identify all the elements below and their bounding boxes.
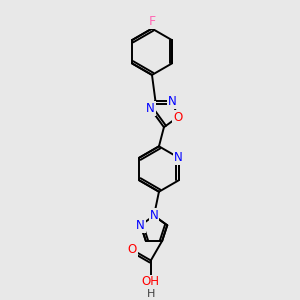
Text: N: N	[150, 209, 158, 222]
Text: F: F	[148, 15, 156, 28]
Text: OH: OH	[142, 275, 160, 289]
Text: N: N	[168, 94, 177, 108]
Text: N: N	[174, 151, 183, 164]
Text: N: N	[136, 219, 145, 232]
Text: H: H	[147, 289, 155, 299]
Text: O: O	[128, 243, 137, 256]
Text: N: N	[146, 102, 154, 115]
Text: O: O	[173, 111, 182, 124]
